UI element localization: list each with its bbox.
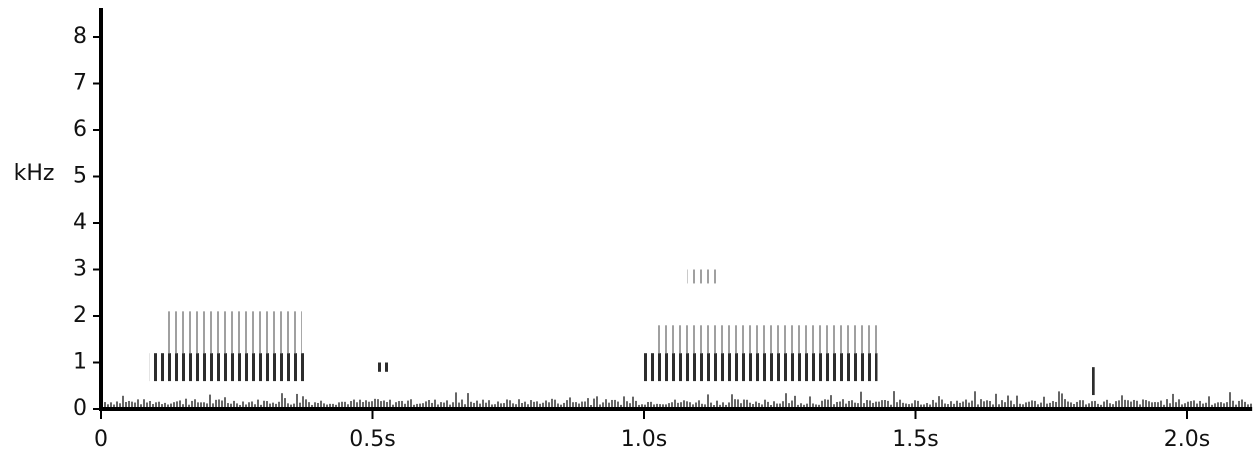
y-tick-label: 6: [73, 117, 87, 142]
x-tick-label: 1.5s: [892, 427, 938, 452]
y-tick-label: 3: [73, 257, 87, 282]
y-tick-label: 2: [73, 303, 87, 328]
y-tick-label: 4: [73, 210, 87, 235]
sound-event: [375, 362, 389, 372]
sound-event: [166, 311, 302, 354]
sound-event: [687, 269, 721, 284]
sound-event: [644, 353, 878, 382]
sound-event: [1089, 367, 1095, 396]
y-axis-label: kHz: [14, 161, 55, 186]
x-tick-label: 2.0s: [1164, 427, 1210, 452]
y-tick-label: 5: [73, 164, 87, 189]
x-tick-label: 0.5s: [349, 427, 395, 452]
noise-texture: [104, 391, 1252, 407]
x-tick-label: 1.0s: [621, 427, 667, 452]
y-tick-label: 0: [73, 396, 87, 421]
y-tick-label: 7: [73, 71, 87, 96]
y-tick-label: 1: [73, 350, 87, 375]
sound-event: [149, 353, 306, 382]
x-tick-label: 0: [94, 427, 108, 452]
sound-event: [654, 325, 878, 354]
y-tick-label: 8: [73, 24, 87, 49]
